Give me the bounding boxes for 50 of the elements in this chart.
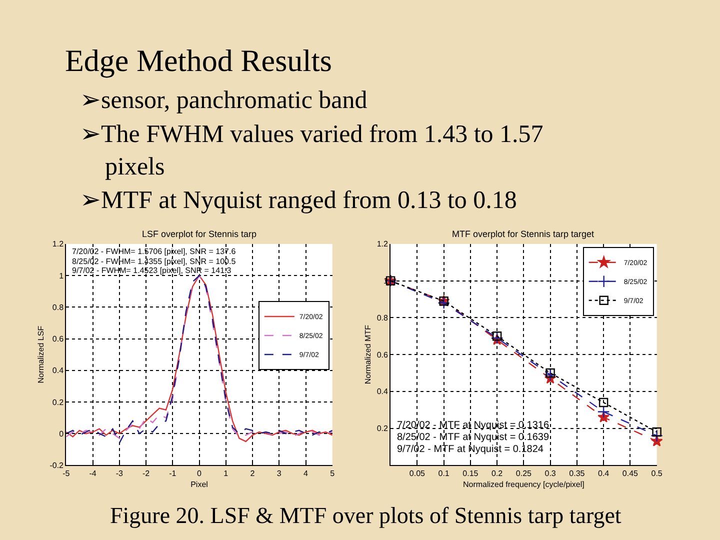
annotation: 9/7/02 - MTF at Nyquist = 0.1824 xyxy=(397,444,544,455)
x-tick-label: 0.5 xyxy=(651,468,663,478)
x-tick-label: 0.45 xyxy=(622,468,639,478)
x-tick-label: -4 xyxy=(89,468,97,478)
x-tick-label: 0.4 xyxy=(598,468,610,478)
x-tick-label: 0.1 xyxy=(438,468,450,478)
x-tick-label: 0.15 xyxy=(462,468,479,478)
x-tick-label: 0.25 xyxy=(516,468,532,478)
y-axis-title: Normalized LSF xyxy=(36,326,46,384)
y-tick-label: 0.8 xyxy=(376,313,388,322)
x-tick-label: -5 xyxy=(62,468,70,478)
chart-title: LSF overplot for Stennis tarp xyxy=(142,229,257,239)
text: ➢The FWHM values varied from 1.43 to 1.57 pixels xyxy=(80,121,544,180)
x-tick-label: -3 xyxy=(116,468,124,478)
y-tick-label: 0.8 xyxy=(52,302,64,312)
text: ➢sensor, panchromatic band xyxy=(80,87,368,114)
x-tick-label: 1 xyxy=(224,468,229,478)
annotation: 8/25/02 - MTF at Nyquist = 0.1639 xyxy=(397,432,550,443)
x-tick-label: 3 xyxy=(276,468,282,478)
x-tick-label: 0 xyxy=(197,468,202,478)
y-tick-label: 0.4 xyxy=(376,387,388,396)
annotation: 7/20/02 - FWHM= 1.5706 [pixel], SNR = 137.6 xyxy=(72,247,236,256)
y-tick-label: 1.2 xyxy=(52,240,64,249)
y-axis-title: Normalized MTF xyxy=(364,324,373,384)
y-tick-label: 0.2 xyxy=(52,398,64,407)
x-tick-label: 0.3 xyxy=(544,468,556,478)
y-tick-label: 0 xyxy=(59,429,64,438)
x-tick-label: 4 xyxy=(304,468,309,478)
y-tick-label: 0.2 xyxy=(376,424,388,434)
x-tick-label: 0.35 xyxy=(569,468,586,478)
annotation: 9/7/02 - FWHM= 1.4523 [pixel], SNR = 141.3 xyxy=(72,266,232,275)
chart-title: MTF overplot for Stennis tarp target xyxy=(452,229,595,239)
text: Edge Method Results xyxy=(65,43,332,78)
x-axis-title: Pixel xyxy=(190,480,208,489)
y-tick-label: 1 xyxy=(59,271,64,280)
text: ➢MTF at Nyquist ranged from 0.13 to 0.18 xyxy=(80,187,517,214)
caption: Figure 20. LSF & MTF over plots of Stennis tarp target xyxy=(110,503,622,528)
annotation: 7/20/02 - MTF at Nyquist = 0.1316 xyxy=(397,420,550,431)
y-tick-label: 0.4 xyxy=(52,366,64,376)
x-tick-label: 5 xyxy=(330,468,336,478)
x-tick-label: -1 xyxy=(169,468,177,478)
y-tick-label: -0.2 xyxy=(50,460,64,470)
y-tick-label: 0.6 xyxy=(52,334,64,344)
y-tick-label: 1.2 xyxy=(376,240,388,249)
x-tick-label: 0.2 xyxy=(491,468,504,478)
y-tick-label: 0.6 xyxy=(376,350,388,360)
x-tick-label: -2 xyxy=(142,468,150,478)
x-tick-label: 0.05 xyxy=(409,468,426,478)
x-tick-label: 2 xyxy=(250,468,256,478)
x-axis-title: Normalized frequency [cycle/pixel] xyxy=(462,480,584,489)
